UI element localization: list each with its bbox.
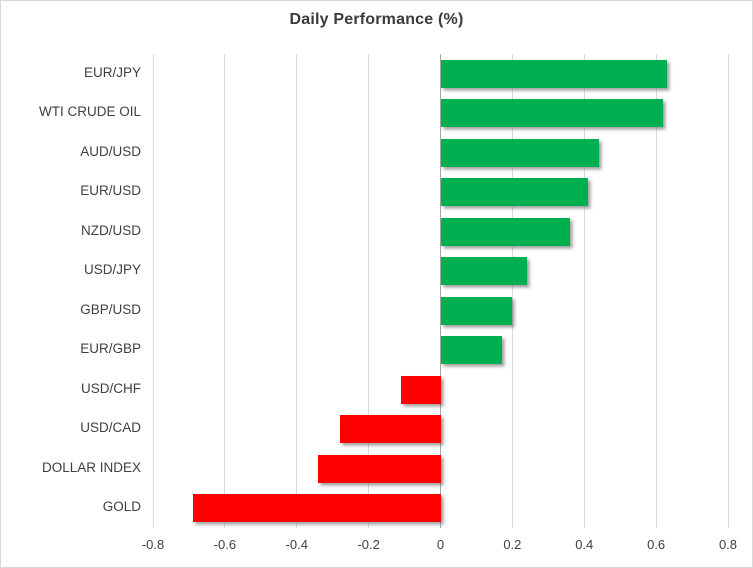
bar-usd-chf (400, 375, 441, 404)
category-label: GOLD (102, 499, 141, 515)
plot-area (152, 54, 729, 528)
category-label: USD/CAD (80, 420, 141, 436)
gridline (368, 54, 370, 528)
gridline (296, 54, 298, 528)
x-tick-label: 0 (436, 537, 445, 552)
gridline (655, 54, 657, 528)
bar-dollar-index (318, 454, 441, 483)
x-tick-label: -0.6 (213, 537, 237, 552)
bar-eur-jpy (440, 59, 667, 88)
gridline (152, 54, 154, 528)
gridline (727, 54, 729, 528)
x-tick-label: -0.4 (285, 537, 308, 552)
x-tick-label: 0.6 (647, 537, 666, 552)
category-label: NZD/USD (81, 222, 141, 238)
category-label: GBP/USD (80, 301, 141, 317)
bar-usd-cad (339, 415, 441, 444)
category-label: USD/CHF (81, 380, 141, 396)
x-tick-label: 0.8 (718, 537, 738, 552)
x-tick-label: 0.2 (503, 537, 522, 552)
category-label: AUD/USD (80, 143, 141, 159)
gridline (224, 54, 226, 528)
category-label: EUR/GBP (80, 341, 141, 357)
bar-gbp-usd (440, 296, 513, 325)
bar-nzd-usd (440, 217, 570, 246)
x-tick-label: -0.8 (141, 537, 165, 552)
zero-axis-line (440, 54, 441, 528)
category-label: USD/JPY (83, 262, 141, 278)
bar-wti-crude-oil (440, 99, 664, 128)
category-label: EUR/USD (80, 183, 141, 199)
gridline (583, 54, 585, 528)
gridline (511, 54, 513, 528)
bar-usd-jpy (440, 257, 527, 286)
bar-eur-gbp (440, 336, 502, 365)
x-tick-label: -0.2 (357, 537, 380, 552)
bar-gold (192, 494, 441, 523)
bar-aud-usd (440, 138, 599, 167)
bar-eur-usd (440, 178, 588, 207)
category-label: WTI CRUDE OIL (38, 104, 141, 120)
x-tick-label: 0.4 (575, 537, 594, 552)
category-label: DOLLAR INDEX (41, 459, 141, 475)
chart-title: Daily Performance (%) (289, 11, 464, 28)
category-label: EUR/JPY (83, 64, 141, 80)
